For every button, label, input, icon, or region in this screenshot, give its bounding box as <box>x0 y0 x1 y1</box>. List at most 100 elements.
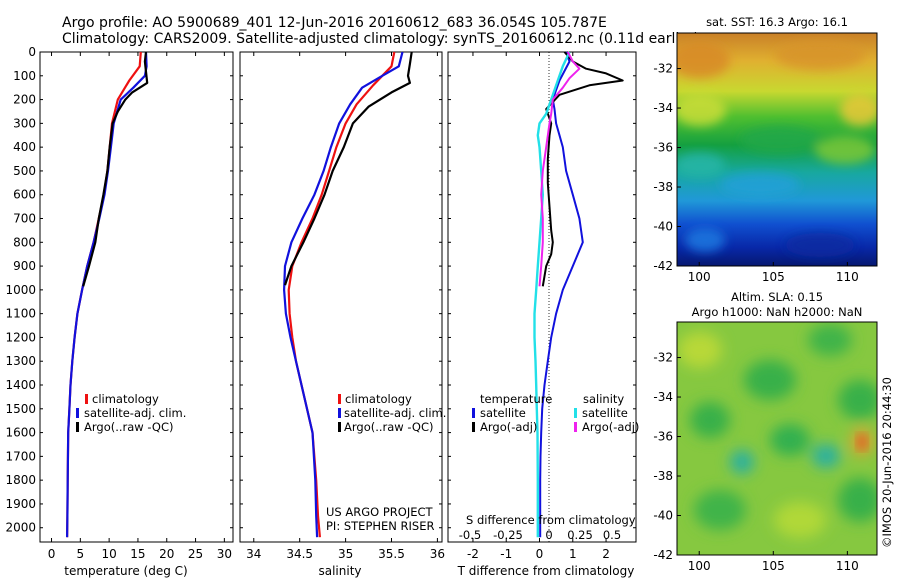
legend-label-t-satellite: satellite <box>480 406 526 420</box>
map-x-tick-label: 105 <box>762 559 785 573</box>
depth-tick-label: 700 <box>13 212 36 226</box>
depth-tick-label: 100 <box>13 69 36 83</box>
depth-tick-label: 1700 <box>5 449 36 463</box>
map-x-tick-label: 110 <box>836 270 859 284</box>
depth-tick-label: 200 <box>13 93 36 107</box>
satellite-salinity-line <box>283 51 404 538</box>
map-y-tick-label: -34 <box>653 101 673 115</box>
difference-frame <box>447 51 637 543</box>
s-difference-tick-label: -0.25 <box>493 528 523 542</box>
t-difference-xlabel: T difference from climatology <box>457 564 635 578</box>
depth-tick-label: 500 <box>13 164 36 178</box>
x-tick-label: -1 <box>500 547 512 561</box>
legend-label-s-argo: Argo(-adj) <box>582 420 639 434</box>
depth-tick-label: 900 <box>13 259 36 273</box>
legend-heading-salinity: salinity <box>583 392 624 406</box>
difference-x-ticks: -2 -1 0 1 2 <box>448 51 636 561</box>
s-difference-tick-label: -0.5 <box>459 528 481 542</box>
argo-s-difference-line <box>538 51 581 287</box>
x-tick-label: 20 <box>159 547 174 561</box>
sla-map-image <box>677 322 877 555</box>
temperature-lines <box>66 51 149 538</box>
legend-heading-temperature: temperature <box>480 392 552 406</box>
salinity-panel: 34 34.5 35 35.5 36 salinity climatology sate… <box>239 51 446 578</box>
depth-tick-label: 1800 <box>5 473 36 487</box>
sla-map-panel: Altim. SLA: 0.15 Argo h1000: NaN h2000: … <box>653 290 878 573</box>
argo-temperature-line <box>82 51 149 287</box>
legend-label-satellite: satellite-adj. clim. <box>344 406 446 420</box>
map-y-tick-label: -38 <box>653 469 673 483</box>
s-difference-xlabel: S difference from climatology <box>466 513 636 527</box>
argo-t-difference-line <box>541 51 624 287</box>
x-tick-label: 25 <box>188 547 203 561</box>
map-x-tick-label: 100 <box>688 559 711 573</box>
x-tick-label: 35 <box>338 547 353 561</box>
map-x-tick-label: 100 <box>688 270 711 284</box>
x-tick-label: 34 <box>246 547 261 561</box>
legend-label-climatology: climatology <box>92 392 159 406</box>
imos-credit: ©IMOS 20-Jun-2016 20:44:30 <box>880 377 894 548</box>
difference-legend: temperature satellite Argo(-adj) salinit… <box>472 392 639 434</box>
temperature-frame <box>39 51 234 543</box>
satellite-t-difference-line <box>539 51 584 538</box>
map-y-tick-label: -36 <box>653 141 673 155</box>
salinity-xlabel: salinity <box>318 564 361 578</box>
difference-panel: -2 -1 0 1 2 S difference from climatology -0… <box>447 51 639 578</box>
s-difference-tick-label: 0.25 <box>567 528 593 542</box>
map-y-tick-label: -34 <box>653 390 673 404</box>
satellite-s-difference-line <box>533 51 571 538</box>
x-tick-label: -2 <box>467 547 479 561</box>
map-x-tick-label: 110 <box>836 559 859 573</box>
x-tick-label: 2 <box>602 547 610 561</box>
legend-label-s-satellite: satellite <box>582 406 628 420</box>
legend-swatch-argo <box>338 422 341 432</box>
sst-map-ticks: 100 105 110 -32 -34 -36 -38 -40 -42 <box>653 62 858 284</box>
map-y-tick-label: -42 <box>653 548 673 562</box>
map-y-tick-label: -42 <box>653 259 673 273</box>
temperature-legend: climatology satellite-adj. clim. Argo(..… <box>76 392 186 434</box>
legend-label-argo: Argo(..raw -QC) <box>84 420 174 434</box>
temperature-panel: 0 5 10 15 20 25 30 temperature (deg C) climato… <box>39 51 234 578</box>
s-difference-tick-labels: -0.5 -0.25 0 0.25 0.5 <box>459 528 621 542</box>
s-difference-tick-label: 0 <box>545 528 552 542</box>
depth-tick-label: 400 <box>13 140 36 154</box>
sla-map-title-1: Altim. SLA: 0.15 <box>731 290 823 304</box>
s-difference-tick-label: 0.5 <box>603 528 621 542</box>
x-tick-label: 34.5 <box>286 547 313 561</box>
map-y-tick-label: -32 <box>653 62 673 76</box>
x-tick-label: 10 <box>101 547 116 561</box>
depth-tick-label: 1100 <box>5 307 36 321</box>
legend-swatch-satellite <box>76 408 79 418</box>
x-tick-label: 5 <box>77 547 85 561</box>
legend-swatch-argo <box>76 422 79 432</box>
depth-tick-label: 1400 <box>5 378 36 392</box>
x-tick-label: 1 <box>569 547 577 561</box>
x-tick-label: 30 <box>217 547 232 561</box>
difference-lines <box>533 51 624 538</box>
legend-label-t-argo: Argo(-adj) <box>480 420 537 434</box>
depth-tick-label: 1200 <box>5 330 36 344</box>
depth-tick-label: 800 <box>13 235 36 249</box>
depth-tick-label: 1500 <box>5 402 36 416</box>
legend-swatch-climatology <box>85 394 88 404</box>
pi-label: PI: STEPHEN RISER <box>326 519 435 533</box>
map-x-tick-label: 105 <box>762 270 785 284</box>
depth-tick-label: 600 <box>13 188 36 202</box>
sla-map-ticks: 100 105 110 -32 -34 -36 -38 -40 -42 <box>653 351 858 573</box>
depth-tick-label: 1000 <box>5 283 36 297</box>
map-y-tick-label: -40 <box>653 509 673 523</box>
x-tick-label: 15 <box>130 547 145 561</box>
legend-swatch-satellite <box>338 408 341 418</box>
sst-map-image <box>677 33 877 266</box>
legend-swatch-t-satellite <box>472 408 475 418</box>
satellite-temperature-line <box>66 51 148 538</box>
sst-map-title: sat. SST: 16.3 Argo: 16.1 <box>706 15 848 29</box>
legend-swatch-s-argo <box>574 422 577 432</box>
depth-tick-label: 1900 <box>5 497 36 511</box>
legend-swatch-s-satellite <box>574 408 577 418</box>
depth-tick-label: 1300 <box>5 354 36 368</box>
depth-tick-label: 2000 <box>5 521 36 535</box>
depth-tick-label: 0 <box>28 45 36 59</box>
